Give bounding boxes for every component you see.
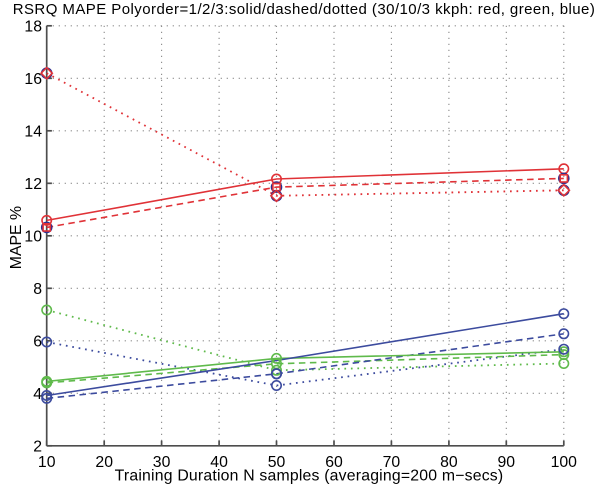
svg-text:18: 18 xyxy=(24,19,42,36)
svg-text:4: 4 xyxy=(33,386,42,403)
svg-text:40: 40 xyxy=(210,454,228,471)
svg-text:50: 50 xyxy=(268,454,286,471)
svg-text:10: 10 xyxy=(38,454,56,471)
svg-text:RSRQ MAPE Polyorder=1/2/3:soli: RSRQ MAPE Polyorder=1/2/3:solid/dashed/d… xyxy=(13,1,596,18)
svg-text:10: 10 xyxy=(24,229,42,246)
svg-text:30: 30 xyxy=(153,454,171,471)
svg-text:20: 20 xyxy=(95,454,113,471)
svg-text:80: 80 xyxy=(440,454,458,471)
svg-text:16: 16 xyxy=(24,71,42,88)
svg-text:90: 90 xyxy=(498,454,516,471)
svg-text:100: 100 xyxy=(551,454,578,471)
svg-text:70: 70 xyxy=(383,454,401,471)
svg-text:12: 12 xyxy=(24,176,42,193)
svg-text:Training Duration N samples (a: Training Duration N samples (averaging=2… xyxy=(115,468,504,485)
svg-text:6: 6 xyxy=(33,334,42,351)
svg-text:MAPE %: MAPE % xyxy=(8,206,25,269)
svg-text:8: 8 xyxy=(33,281,42,298)
svg-text:14: 14 xyxy=(24,124,42,141)
svg-text:2: 2 xyxy=(33,439,42,456)
svg-text:60: 60 xyxy=(325,454,343,471)
